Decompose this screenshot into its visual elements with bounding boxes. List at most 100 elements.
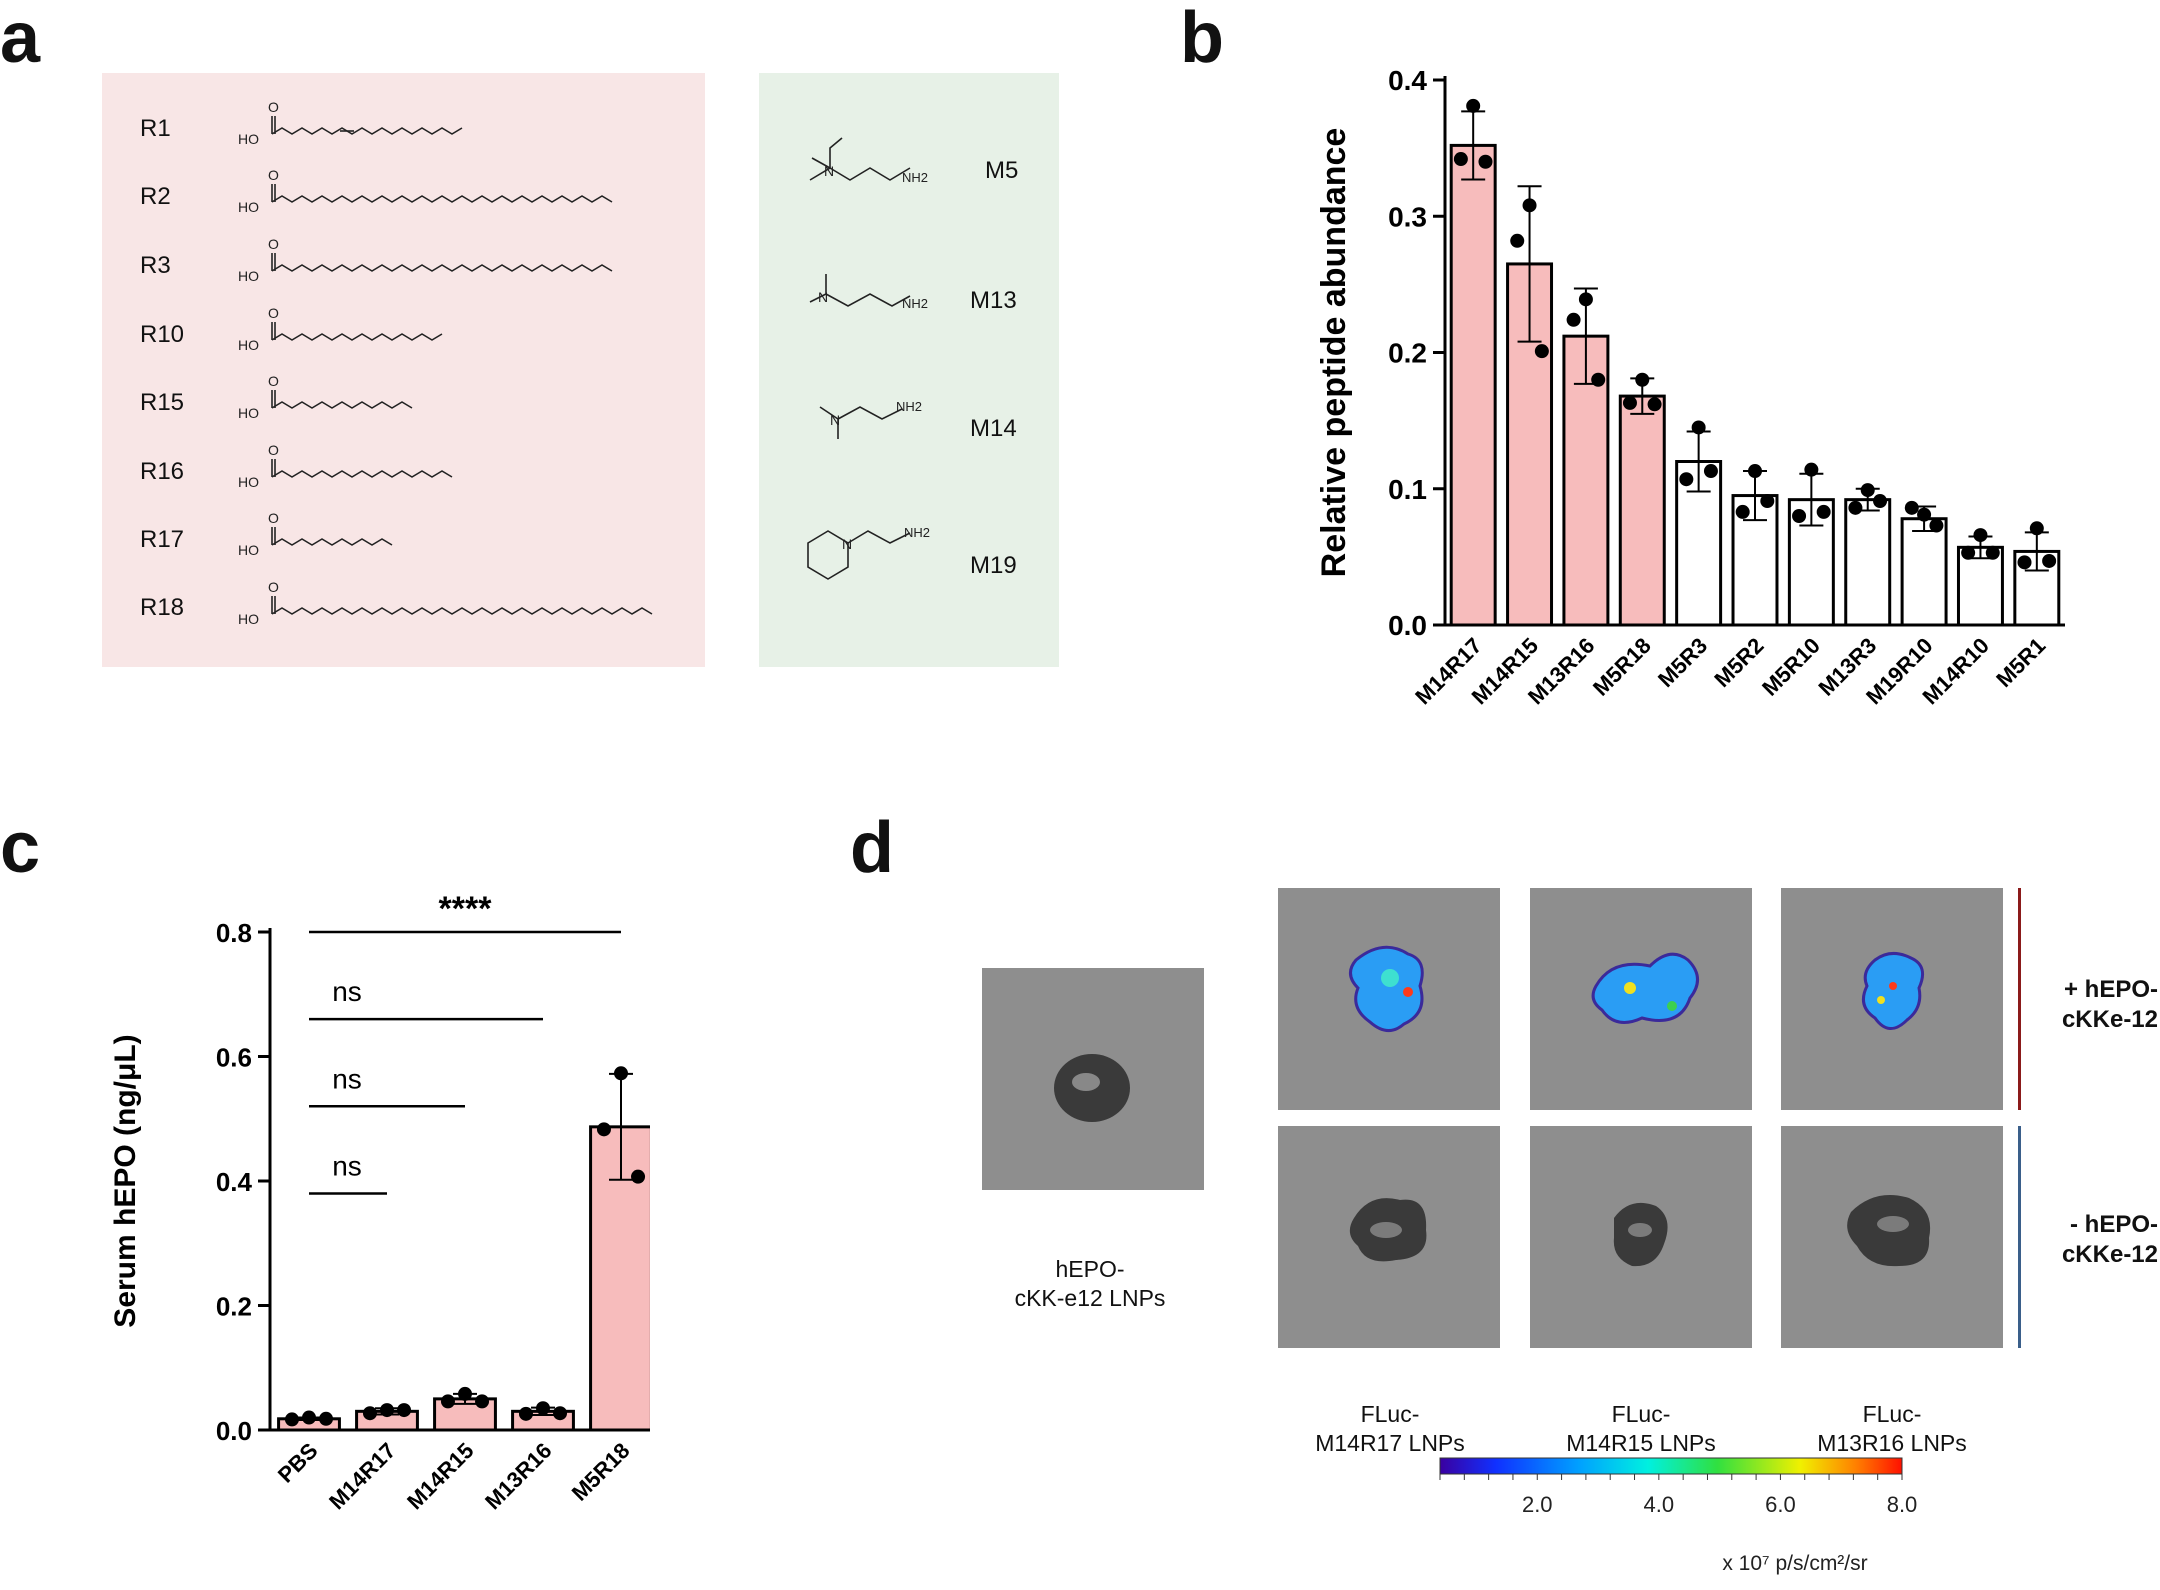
caption-m13r16-line2: M13R16 LNPs bbox=[1817, 1429, 1967, 1456]
chart-b-ytick-label: 0.3 bbox=[1388, 201, 1427, 232]
chart-b-point-m19r10 bbox=[1917, 507, 1932, 522]
amine-structures: N NH2 N NH2 N NH2 N NH2 bbox=[807, 137, 930, 580]
chart-b-point-m14r15 bbox=[1534, 344, 1549, 359]
chart-b-xtick-label-m5r3: M5R3 bbox=[1653, 633, 1712, 692]
signal-plus-m13r16 bbox=[1861, 952, 1925, 1030]
panel-b-letter: b bbox=[1180, 0, 1224, 78]
chart-b-ytick-label: 0.0 bbox=[1388, 610, 1427, 641]
control-caption-line2: cKK-e12 LNPs bbox=[1014, 1284, 1166, 1311]
chart-c-point-m14r17 bbox=[362, 1406, 377, 1421]
svg-text:N: N bbox=[830, 412, 840, 428]
colorbar-tick-label: 2.0 bbox=[1522, 1492, 1553, 1517]
svg-text:O: O bbox=[268, 236, 279, 252]
structure-r18: HO O bbox=[238, 579, 653, 627]
svg-text:O: O bbox=[268, 305, 279, 321]
structure-r15: HO O bbox=[238, 373, 413, 421]
chart-b-point-m5r1 bbox=[2017, 555, 2032, 570]
chart-b: 0.0 0.1 0.2 0.3 0.4 Relative peptide abundanc… bbox=[1315, 65, 2065, 709]
colorbar-tick-label: 8.0 bbox=[1887, 1492, 1918, 1517]
chart-c-ylabel: Serum hEPO (ng/μL) bbox=[109, 1034, 142, 1327]
svg-text:N: N bbox=[818, 289, 828, 305]
svg-text:NH2: NH2 bbox=[902, 170, 928, 185]
chart-b-point-m5r2 bbox=[1748, 464, 1762, 479]
structure-r2: HO O bbox=[238, 167, 613, 215]
chart-b-point-m5r3 bbox=[1691, 420, 1706, 435]
structure-r1: HO O bbox=[238, 99, 463, 147]
chart-c-ytick-label: 0.0 bbox=[216, 1416, 252, 1446]
chart-c-xtick-label-m14r17: M14R17 bbox=[324, 1438, 400, 1514]
chart-c-point-m13r16 bbox=[553, 1406, 568, 1421]
liver-minus-m14r15-highlight bbox=[1628, 1223, 1652, 1237]
chart-c-point-m14r17 bbox=[397, 1403, 412, 1418]
chart-c-sig-label: ns bbox=[332, 1150, 362, 1181]
signal-plus-m14r15-green bbox=[1667, 1001, 1677, 1011]
control-caption: hEPO- cKK-e12 LNPs bbox=[960, 1255, 1220, 1313]
chart-b-point-m5r1 bbox=[2029, 521, 2044, 536]
caption-m14r17-line2: M14R17 LNPs bbox=[1315, 1429, 1465, 1456]
chart-b-point-m5r10 bbox=[1804, 462, 1819, 477]
tail-label-r10: R10 bbox=[140, 321, 185, 348]
chart-b-point-m5r10 bbox=[1816, 504, 1831, 519]
svg-text:N: N bbox=[824, 163, 834, 179]
chart-c-point-pbs bbox=[319, 1411, 334, 1426]
svg-text:HO: HO bbox=[238, 474, 259, 490]
chart-b-point-m13r3 bbox=[1873, 494, 1888, 509]
plus-m14r17-image bbox=[1278, 888, 1500, 1110]
chart-b-point-m5r1 bbox=[2042, 553, 2057, 568]
structure-r3: HO O bbox=[238, 236, 613, 284]
chart-b-point-m19r10 bbox=[1904, 500, 1919, 515]
liver-minus-m13r16-highlight bbox=[1877, 1216, 1909, 1232]
chart-c-point-m5r18 bbox=[631, 1169, 646, 1184]
svg-text:O: O bbox=[268, 167, 279, 183]
chart-c-point-m14r15 bbox=[440, 1394, 455, 1409]
chart-b-bar-m19r10 bbox=[1900, 517, 1948, 627]
caption-m14r15: FLuc- M14R15 LNPs bbox=[1511, 1400, 1771, 1458]
plus-m14r15-image bbox=[1530, 888, 1752, 1110]
signal-plus-m14r15 bbox=[1591, 952, 1699, 1024]
signal-plus-m13r16-hot bbox=[1889, 982, 1897, 990]
panel-a-letter: a bbox=[0, 0, 41, 78]
tail-label-r16: R16 bbox=[140, 458, 185, 485]
minus-row-label-line1: - hEPO- bbox=[2070, 1211, 2158, 1238]
chart-b-point-m5r3 bbox=[1679, 472, 1694, 487]
tail-label-r3: R3 bbox=[140, 252, 171, 279]
chart-b-point-m13r3 bbox=[1848, 500, 1863, 515]
tail-label-r15: R15 bbox=[140, 389, 185, 416]
control-caption-line1: hEPO- bbox=[1055, 1256, 1125, 1282]
svg-text:NH2: NH2 bbox=[896, 399, 922, 414]
colorbar-unit: x 10⁷ p/s/cm²/sr bbox=[1722, 1552, 1867, 1575]
chart-c-sig-label: ns bbox=[332, 976, 362, 1007]
chart-c-point-m14r17 bbox=[380, 1403, 394, 1418]
caption-m13r16-line1: FLuc- bbox=[1862, 1401, 1922, 1427]
liver-control-highlight bbox=[1072, 1073, 1100, 1091]
chart-b-point-m14r10 bbox=[1973, 528, 1988, 543]
minus-m14r17-image bbox=[1278, 1126, 1500, 1348]
chart-c-xtick-label-m5r18: M5R18 bbox=[567, 1438, 635, 1506]
chart-b-point-m13r16 bbox=[1566, 312, 1581, 327]
svg-text:O: O bbox=[268, 373, 279, 389]
chart-b-point-m14r15 bbox=[1510, 233, 1525, 248]
chart-b-point-m14r15 bbox=[1522, 198, 1537, 213]
svg-text:HO: HO bbox=[238, 268, 259, 284]
svg-text:HO: HO bbox=[238, 611, 259, 627]
svg-text:N: N bbox=[842, 536, 852, 552]
svg-text:NH2: NH2 bbox=[904, 525, 930, 540]
tail-structures: HO O HO O HO O HO O HO O HO O HO O bbox=[238, 99, 653, 627]
plus-row-line bbox=[2018, 888, 2021, 1110]
structure-m19: N NH2 bbox=[807, 525, 930, 580]
tail-label-r18: R18 bbox=[140, 594, 185, 621]
chart-b-ytick-label: 0.4 bbox=[1388, 65, 1427, 96]
control-liver-image bbox=[982, 968, 1204, 1190]
chart-b-point-m13r3 bbox=[1860, 483, 1875, 498]
chart-c-point-pbs bbox=[284, 1412, 299, 1427]
panel-d-letter: d bbox=[850, 808, 894, 888]
plus-row-label-line1: + hEPO- bbox=[2063, 976, 2158, 1003]
chart-c-point-m5r18 bbox=[596, 1122, 611, 1137]
amine-label-m14: M14 bbox=[970, 415, 1017, 442]
svg-text:O: O bbox=[268, 99, 279, 115]
svg-text:O: O bbox=[268, 510, 279, 526]
chart-b-point-m5r3 bbox=[1703, 464, 1718, 479]
chart-b-point-m14r17 bbox=[1466, 98, 1481, 113]
chart-c-xtick-label-pbs: PBS bbox=[273, 1438, 323, 1488]
